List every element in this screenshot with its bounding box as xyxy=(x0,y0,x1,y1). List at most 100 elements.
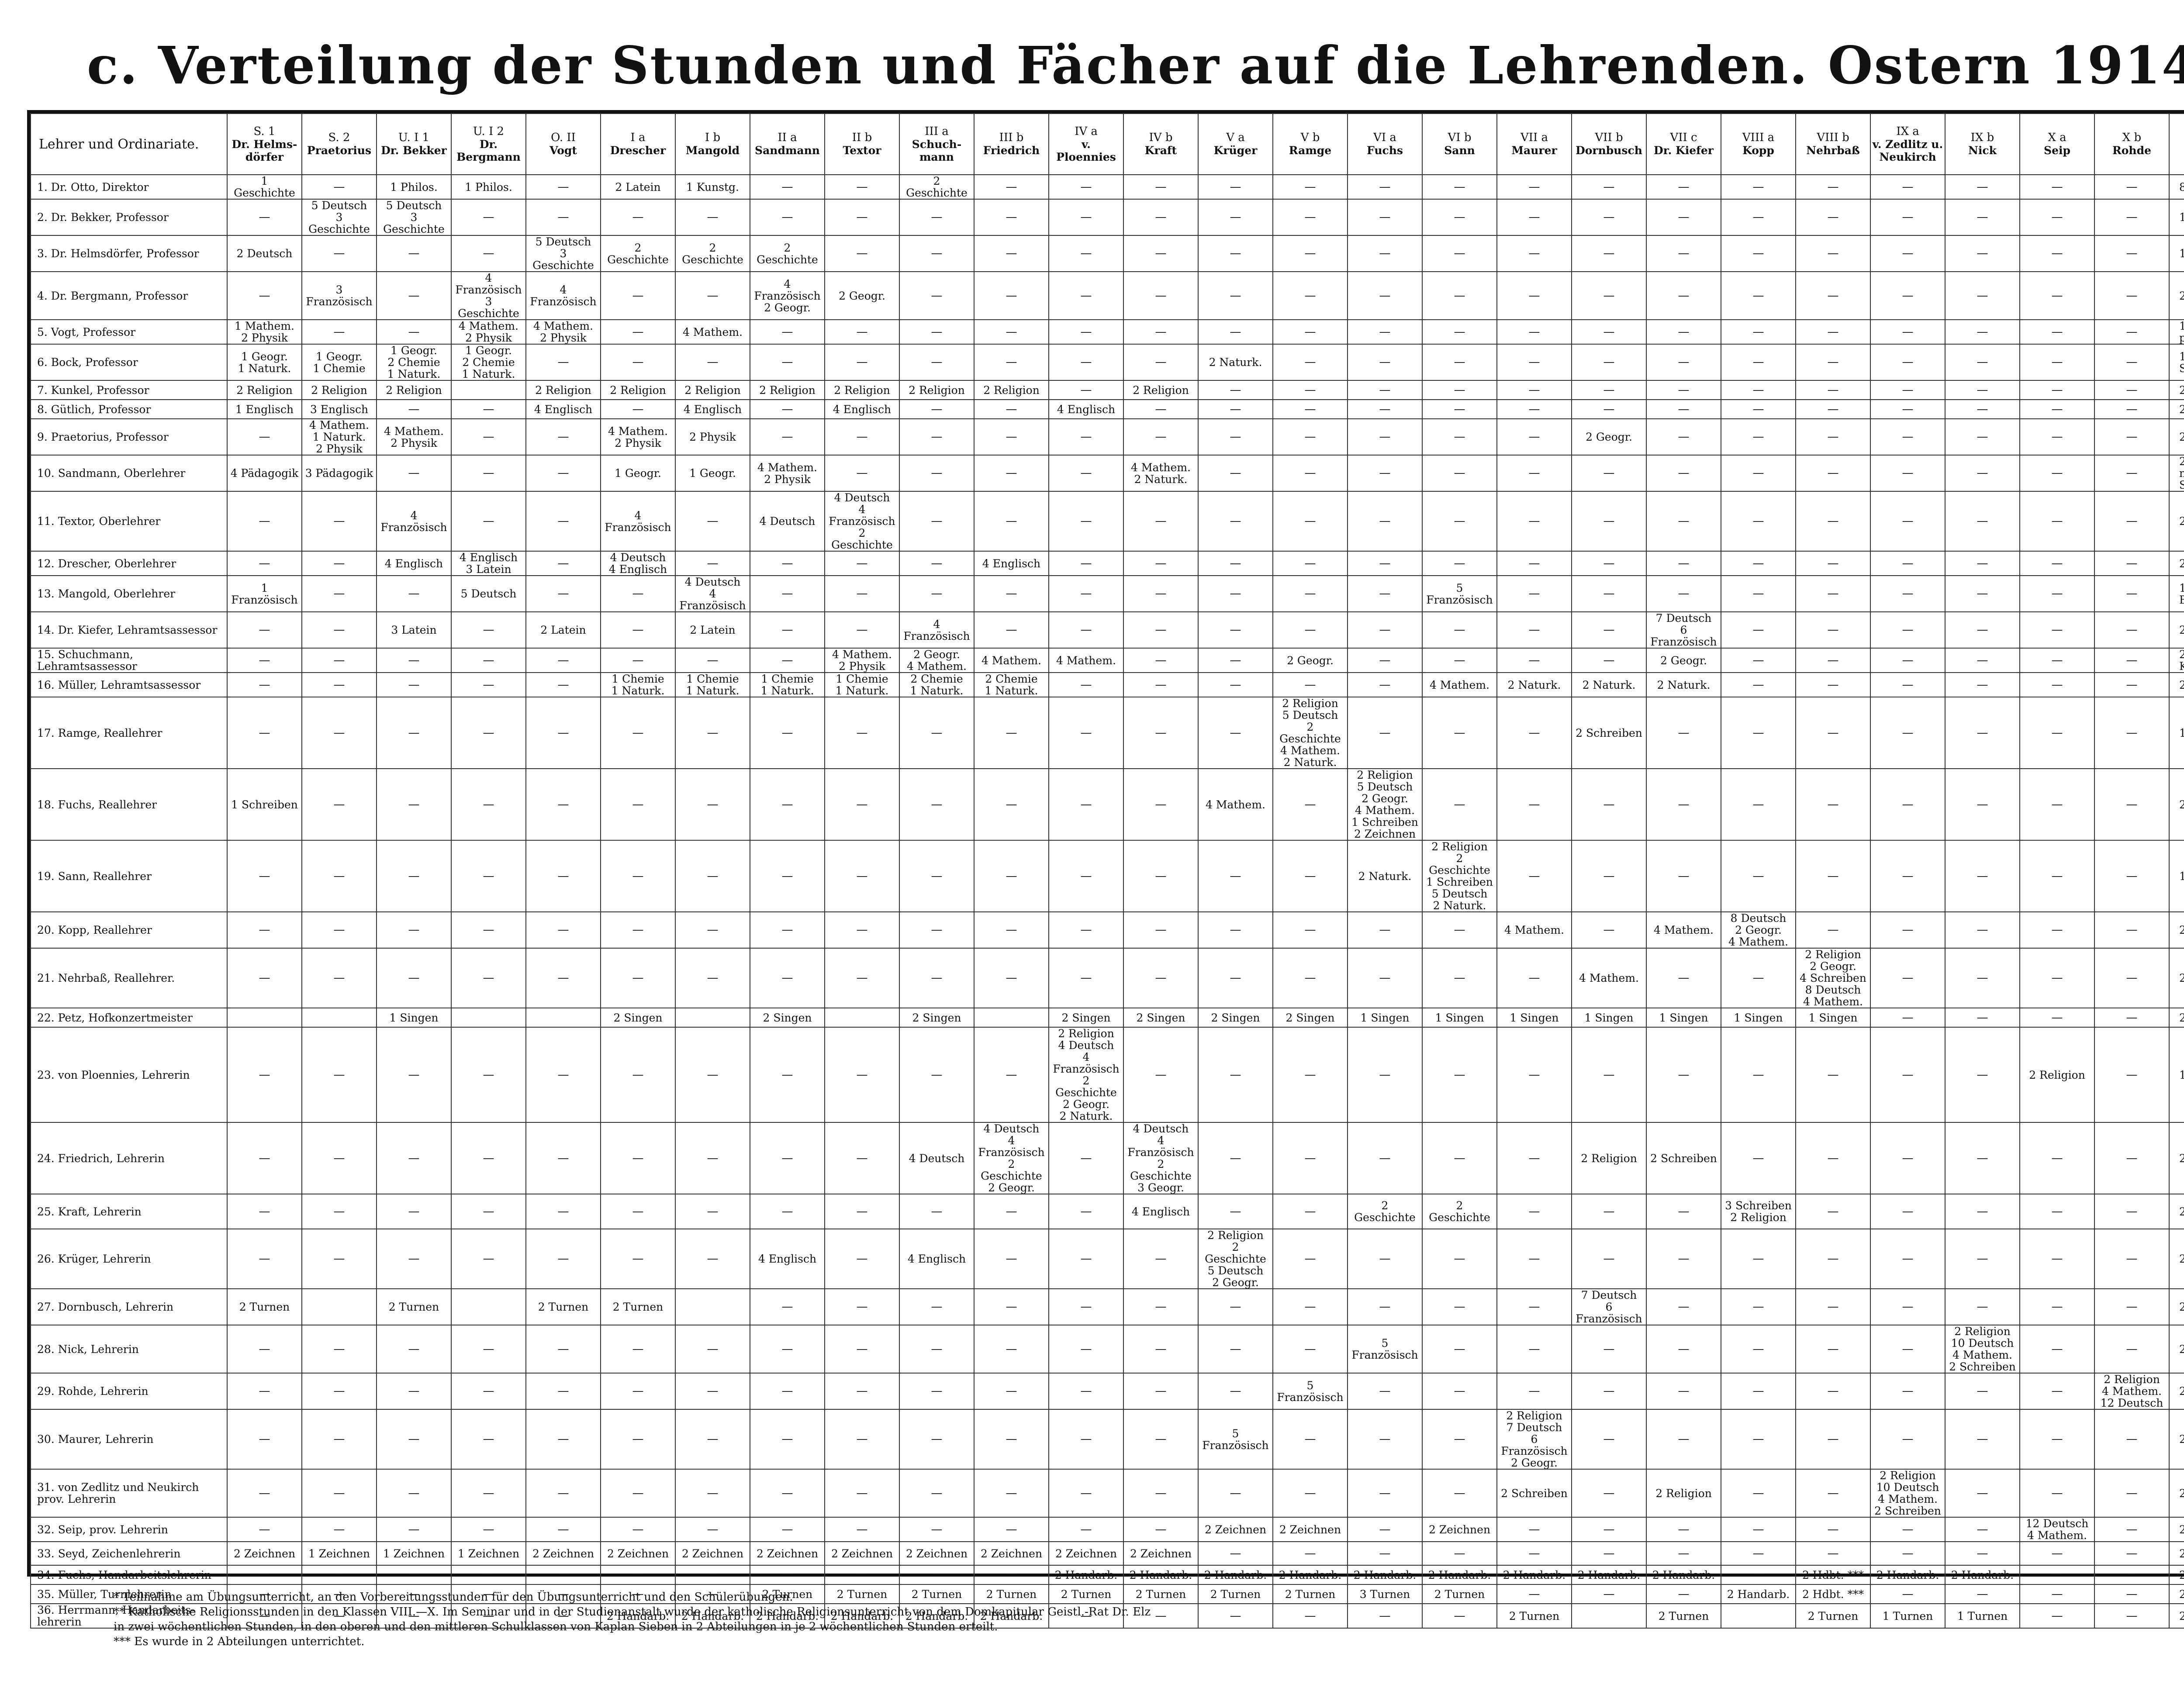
column-teacher: Drescher xyxy=(610,144,666,157)
hours-cell: — xyxy=(376,575,452,612)
column-header: S. 2 Praetorius xyxy=(301,113,377,175)
teacher-cell: 5. Vogt, Professor xyxy=(30,319,228,345)
hours-cell: — xyxy=(750,399,825,419)
hours-cell: — xyxy=(2094,418,2170,456)
hours-cell: — xyxy=(1571,1027,1647,1123)
hours-cell: 3 Schreiben 2 Religion xyxy=(1721,1194,1796,1229)
hours-cell: — xyxy=(301,948,377,1008)
hours-cell: — xyxy=(1048,199,1124,236)
hours-cell: — xyxy=(1795,1325,1871,1374)
column-header: IX a v. Zedlitz u. Neukirch xyxy=(1870,113,1946,175)
footnotes: * Teilnahme am Übungsunterricht, an den … xyxy=(114,1590,2123,1649)
column-class: X a xyxy=(2048,131,2067,144)
hours-cell: — xyxy=(1571,1584,1647,1604)
hours-cell: — xyxy=(2094,1288,2170,1325)
hours-cell: — xyxy=(1496,1288,1572,1325)
hours-cell: — xyxy=(974,271,1049,320)
hours-cell: 1 Singen xyxy=(1422,1008,1497,1028)
hours-cell: — xyxy=(600,1325,676,1374)
hours-cell: — xyxy=(600,199,676,236)
hours-cell: — xyxy=(525,575,601,612)
hours-cell: 2 Religion 5 Deutsch 2 Geschichte 4 Math… xyxy=(1272,697,1348,769)
hours-cell: — xyxy=(1795,1541,1871,1566)
hours-cell: — xyxy=(675,344,750,381)
hours-cell: — xyxy=(1048,344,1124,381)
hours-cell: 2 Handarb. xyxy=(1048,1565,1124,1585)
hours-cell: — xyxy=(1795,319,1871,345)
hours-cell: — xyxy=(1422,768,1497,841)
hours-cell: — xyxy=(1347,1603,1423,1629)
hours-cell: — xyxy=(824,174,900,200)
hours-cell: — xyxy=(824,575,900,612)
hours-cell: 2 Latein xyxy=(600,174,676,200)
hours-cell: — xyxy=(675,1517,750,1542)
hours-cell: 1 Geogr. 2 Chemie 1 Naturk. xyxy=(451,344,526,381)
teacher-cell: 14. Dr. Kiefer, Lehramtsassessor xyxy=(30,611,228,649)
hours-cell: — xyxy=(1945,235,2020,272)
column-header: VIII a Kopp xyxy=(1721,113,1796,175)
column-class: I b xyxy=(705,131,721,144)
hours-cell: — xyxy=(1646,1027,1721,1123)
hours-cell: — xyxy=(600,271,676,320)
hours-cell: 2 Geogr. xyxy=(824,271,900,320)
hours-cell: — xyxy=(2019,271,2095,320)
table-row: 1. Dr. Otto, Direktor 1 Geschichte —1 Phil… xyxy=(30,174,2184,200)
hours-cell: — xyxy=(301,1584,377,1604)
hours-cell: — xyxy=(1347,235,1423,272)
hours-cell: — xyxy=(1571,551,1647,576)
hours-cell: — xyxy=(1945,1541,2020,1566)
hours-cell: — xyxy=(1646,455,1721,492)
hours-cell: — xyxy=(824,319,900,345)
hours-cell: — xyxy=(1945,611,2020,649)
hours-cell: — xyxy=(1272,1325,1348,1374)
hours-cell: — xyxy=(750,948,825,1008)
hours-cell: 2 Religion 2 Geschichte 1 Schreiben 5 De… xyxy=(1422,840,1497,912)
hours-cell: 2 Zeichnen xyxy=(1422,1517,1497,1542)
hours-cell: — xyxy=(899,1409,975,1470)
hours-cell: 4 Englisch xyxy=(974,551,1049,576)
teacher-cell: 9. Praetorius, Professor xyxy=(30,418,228,456)
hours-cell: 1 Turnen xyxy=(1870,1603,1946,1629)
hours-cell: — xyxy=(675,948,750,1008)
total-cell: 18 xyxy=(2169,1027,2184,1123)
hours-cell: — xyxy=(301,319,377,345)
table-row: 27. Dornbusch, Lehrerin 2 Turnen 2 Turnen 2… xyxy=(30,1288,2184,1325)
hours-cell: — xyxy=(1347,418,1423,456)
column-teacher: Friedrich xyxy=(983,144,1040,157)
hours-cell: 4 Englisch xyxy=(1048,399,1124,419)
hours-cell: — xyxy=(1496,399,1572,419)
teacher-cell: 2. Dr. Bekker, Professor xyxy=(30,199,228,236)
hours-cell: 2 Religion xyxy=(227,380,302,400)
hours-cell: — xyxy=(1721,697,1796,769)
hours-cell: — xyxy=(1422,697,1497,769)
hours-cell: — xyxy=(1198,399,1273,419)
hours-cell: — xyxy=(675,1027,750,1123)
hours-cell: — xyxy=(824,697,900,769)
hours-cell: — xyxy=(824,1517,900,1542)
hours-cell: — xyxy=(1422,1122,1497,1194)
hours-cell: — xyxy=(525,1469,601,1518)
hours-cell: — xyxy=(451,1603,526,1629)
hours-cell: — xyxy=(2019,1194,2095,1229)
column-teacher: Dr. Bekker xyxy=(381,144,447,157)
hours-cell: 2 Geschichte xyxy=(675,235,750,272)
table-row: 7. Kunkel, Professor 2 Religion 2 Religion… xyxy=(30,380,2184,400)
column-header: IV a v. Ploennies xyxy=(1048,113,1124,175)
hours-cell: — xyxy=(1198,697,1273,769)
hours-cell: — xyxy=(1272,1229,1348,1289)
hours-cell: — xyxy=(1496,1584,1572,1604)
column-header: VI a Fuchs xyxy=(1347,113,1423,175)
hours-cell: — xyxy=(1123,1288,1199,1325)
hours-cell: — xyxy=(675,199,750,236)
total-cell: 23 und Kartensammlung xyxy=(2169,648,2184,673)
hours-cell: — xyxy=(1945,1008,2020,1028)
total-cell: 23 xyxy=(2169,418,2184,456)
teacher-cell: 15. Schuchmann, Lehramtsassessor xyxy=(30,648,228,673)
hours-cell: — xyxy=(1646,575,1721,612)
hours-cell: 2 Physik xyxy=(675,418,750,456)
hours-cell: 3 Pädagogik xyxy=(301,455,377,492)
hours-cell: — xyxy=(1571,768,1647,841)
hours-cell: — xyxy=(1945,455,2020,492)
hours-cell: — xyxy=(1422,399,1497,419)
hours-cell: 7 Deutsch 6 Französisch xyxy=(1571,1288,1647,1325)
